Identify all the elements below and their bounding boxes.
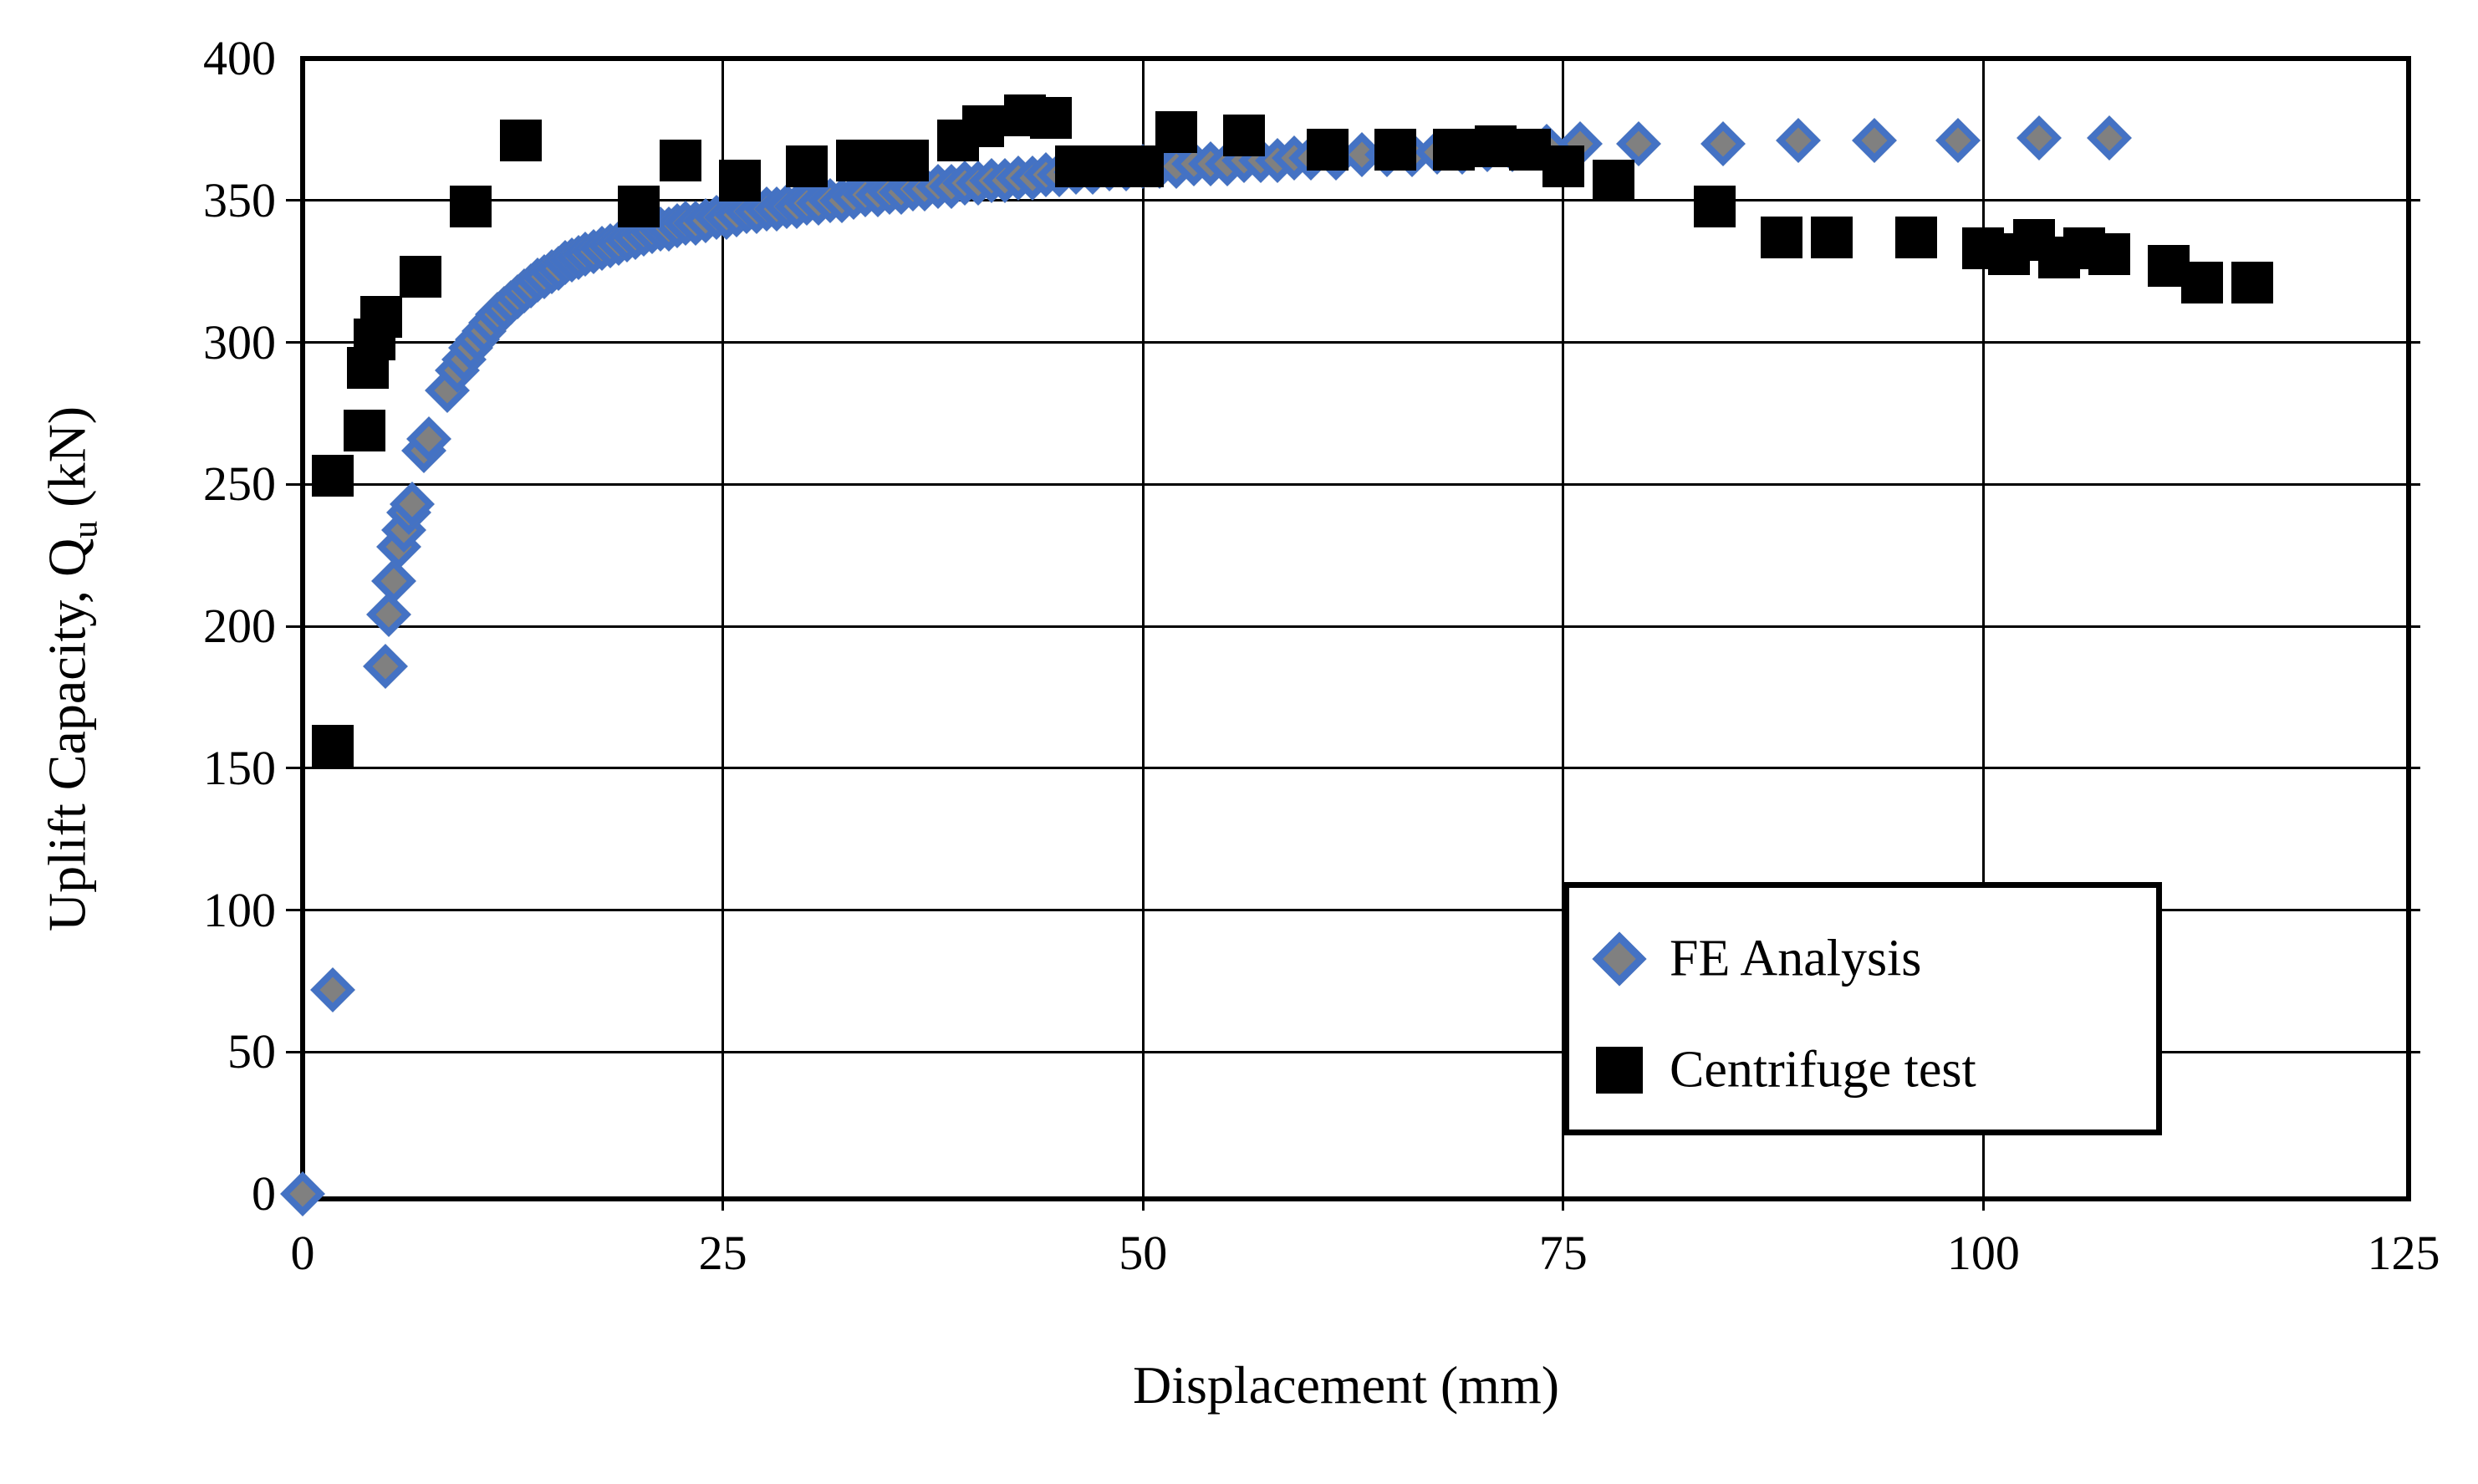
centrifuge-test-point-52mm: [1155, 111, 1198, 154]
y-tick-label-0: 0: [252, 1166, 276, 1221]
gridline-y-250: [286, 482, 2420, 486]
gridline-x-50: [1141, 59, 1145, 1211]
gridlines-layer: [286, 59, 2420, 1211]
y-axis-title-text: Uplift Capacity, Qu (kN): [37, 405, 105, 932]
x-tick-label-100: 100: [1946, 1226, 2020, 1280]
gridline-y-200: [286, 625, 2420, 628]
legend-box: FE Analysis Centrifuge test: [1563, 882, 2162, 1135]
y-tick-label-400: 400: [203, 31, 276, 85]
centrifuge-test-point-4.7mm: [360, 295, 403, 338]
centrifuge-test-point-65mm: [1374, 128, 1416, 171]
x-tick-label-50: 50: [1119, 1226, 1168, 1280]
gridline-x-75: [1562, 59, 1565, 1211]
y-tick-label-350: 350: [203, 172, 276, 227]
centrifuge-test-point-61mm: [1307, 128, 1349, 171]
series-centrifuge-layer: [303, 59, 2404, 1194]
y-tick-label-300: 300: [203, 314, 276, 370]
gridline-x-100: [1981, 59, 1985, 1211]
y-axis-title-subscript: u: [66, 520, 105, 538]
y-tick-label-50: 50: [227, 1024, 276, 1079]
centrifuge-test-point-84mm: [1693, 185, 1736, 227]
y-tick-label-100: 100: [203, 882, 276, 937]
y-tick-label-150: 150: [203, 740, 276, 795]
centrifuge-test-point-1.8mm: [312, 724, 354, 767]
centrifuge-test-point-75mm: [1542, 145, 1584, 187]
centrifuge-test-point-91mm: [1811, 216, 1853, 258]
y-tick-label-250: 250: [203, 456, 276, 512]
centrifuge-test-square-icon: [1596, 1047, 1643, 1094]
legend-item-centrifuge-test: Centrifuge test: [1569, 1037, 2154, 1104]
centrifuge-test-point-22.5mm: [660, 140, 702, 182]
y-tick-label-200: 200: [203, 599, 276, 653]
gridline-y-100: [286, 909, 2420, 911]
centrifuge-test-point-10mm: [450, 185, 492, 227]
centrifuge-test-point-113mm: [2180, 262, 2223, 304]
centrifuge-test-point-44.5mm: [1029, 97, 1072, 140]
legend-item-fe-analysis: FE Analysis: [1569, 926, 2154, 992]
centrifuge-test-point-1.8mm: [312, 455, 354, 497]
plot-area: [280, 56, 2420, 1216]
centrifuge-test-point-40.5mm: [962, 105, 1005, 148]
centrifuge-test-point-13mm: [500, 120, 543, 162]
legend-label-centrifuge-test: Centrifuge test: [1670, 1041, 1976, 1099]
centrifuge-test-point-56mm: [1222, 114, 1265, 156]
centrifuge-test-point-20mm: [618, 185, 660, 227]
centrifuge-test-point-116mm: [2231, 262, 2274, 304]
x-tick-label-75: 75: [1538, 1226, 1588, 1280]
centrifuge-test-point-30mm: [786, 145, 829, 187]
legend-label-fe-analysis: FE Analysis: [1670, 930, 1922, 987]
fe-analysis-diamond-icon: [1592, 931, 1647, 987]
x-tick-label-125: 125: [2367, 1226, 2440, 1280]
gridline-y-50: [286, 1050, 2420, 1053]
x-tick-label-25: 25: [698, 1226, 747, 1280]
centrifuge-test-point-68.5mm: [1433, 128, 1476, 171]
centrifuge-test-point-107.5mm: [2088, 233, 2131, 276]
x-tick-label-0: 0: [290, 1226, 315, 1280]
gridline-y-350: [286, 199, 2420, 202]
gridline-y-150: [286, 767, 2420, 770]
x-axis-title: Displacement (mm): [1132, 1355, 1560, 1415]
centrifuge-test-point-88mm: [1761, 216, 1803, 258]
gridline-y-300: [286, 341, 2420, 344]
centrifuge-test-point-96mm: [1894, 216, 1937, 258]
centrifuge-test-point-36mm: [886, 140, 929, 182]
centrifuge-test-point-78mm: [1593, 159, 1635, 201]
centrifuge-test-point-26mm: [718, 159, 761, 201]
centrifuge-test-point-3.7mm: [344, 409, 386, 451]
centrifuge-test-point-7mm: [399, 256, 441, 298]
gridline-x-25: [721, 59, 725, 1211]
